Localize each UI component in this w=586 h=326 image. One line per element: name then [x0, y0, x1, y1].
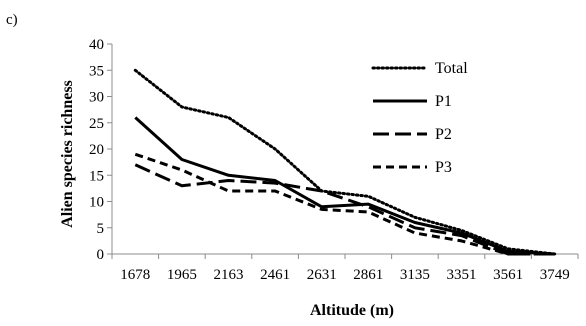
- series-line-total: [133, 68, 557, 256]
- series-lines: [133, 68, 557, 256]
- x-tick-label: 1965: [167, 267, 197, 283]
- axes: [107, 43, 579, 259]
- y-tick-label: 40: [89, 37, 104, 53]
- series-line-p1: [134, 116, 555, 256]
- series-line-p2: [134, 163, 555, 256]
- legend-label-p3: P3: [435, 159, 452, 176]
- legend-label-total: Total: [435, 60, 468, 77]
- legend: Total P1 P2 P3: [371, 60, 468, 176]
- x-tick-label: 3351: [447, 267, 477, 283]
- series-line-p3: [134, 152, 555, 256]
- x-tick-label: 1678: [120, 267, 150, 283]
- y-tick-label: 35: [89, 63, 104, 79]
- y-tick-label: 10: [89, 195, 104, 211]
- y-tick-label: 20: [89, 142, 104, 158]
- y-tick-label: 30: [89, 90, 104, 106]
- x-tick-label: 2861: [353, 267, 383, 283]
- y-axis-title: Alien species richness: [59, 80, 76, 228]
- x-tick-label: 3135: [400, 267, 430, 283]
- y-tick-labels: 0 5 10 15 20 25 30 35 40: [89, 37, 104, 263]
- y-tick-label: 15: [89, 168, 104, 184]
- x-axis-title: Altitude (m): [310, 302, 394, 319]
- x-tick-label: 2631: [307, 267, 337, 283]
- x-tick-label: 2163: [214, 267, 244, 283]
- x-tick-labels: 1678 1965 2163 2461 2631 2861 3135 3351 3561 3749: [120, 267, 569, 283]
- y-tick-label: 5: [97, 221, 105, 237]
- legend-label-p1: P1: [435, 93, 452, 110]
- x-tick-label: 2461: [260, 267, 290, 283]
- y-tick-label: 25: [89, 116, 104, 132]
- x-tick-label: 3561: [493, 267, 523, 283]
- x-tick-label: 3749: [540, 267, 570, 283]
- panel-label: c): [6, 12, 18, 28]
- legend-label-p2: P2: [435, 126, 452, 143]
- y-tick-label: 0: [97, 247, 105, 263]
